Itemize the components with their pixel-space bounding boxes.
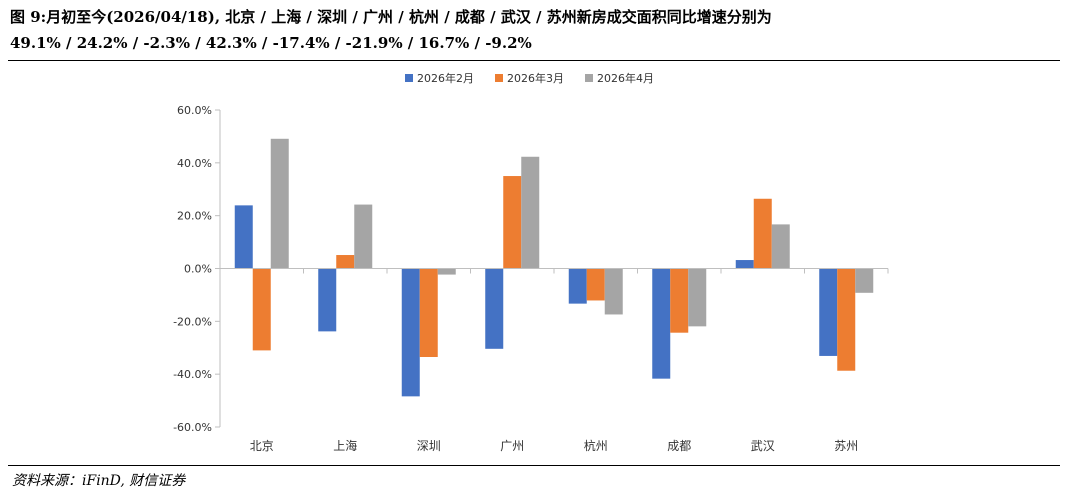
bar	[336, 255, 355, 269]
bar	[354, 204, 373, 269]
bar	[252, 268, 271, 351]
chart-title: 图 9:月初至今(2026/04/18), 北京 / 上海 / 深圳 / 广州 …	[10, 4, 1060, 56]
bar	[652, 268, 671, 379]
bar	[688, 268, 707, 327]
legend-label: 2026年3月	[507, 71, 564, 85]
y-tick-label: -40.0%	[173, 368, 212, 381]
source-note: 资料来源：iFinD, 财信证券	[12, 473, 186, 489]
top-divider	[8, 60, 1060, 61]
title-line-1: 图 9:月初至今(2026/04/18), 北京 / 上海 / 深圳 / 广州 …	[10, 8, 772, 26]
category-label: 武汉	[751, 439, 775, 453]
y-tick-label: 60.0%	[177, 104, 212, 117]
legend-swatch	[495, 74, 503, 82]
legend-label: 2026年4月	[597, 71, 654, 85]
bar	[401, 268, 420, 397]
y-tick-label: -60.0%	[173, 421, 212, 434]
legend-swatch	[585, 74, 593, 82]
bar	[503, 176, 522, 269]
category-label: 苏州	[834, 439, 858, 453]
category-label: 深圳	[417, 439, 441, 453]
category-label: 杭州	[584, 438, 608, 453]
bar	[586, 268, 605, 301]
y-tick-label: 20.0%	[177, 210, 212, 223]
bar	[419, 268, 438, 357]
bar	[234, 205, 253, 269]
category-label: 成都	[667, 439, 691, 453]
bar	[771, 224, 790, 269]
bar	[318, 268, 337, 332]
category-label: 北京	[250, 439, 274, 453]
bar	[604, 268, 623, 315]
bar	[753, 198, 772, 269]
category-label: 广州	[500, 439, 524, 453]
title-line-2: 49.1% / 24.2% / -2.3% / 42.3% / -17.4% /…	[10, 34, 532, 52]
y-tick-label: 40.0%	[177, 157, 212, 170]
bar	[670, 268, 689, 333]
bar	[837, 268, 856, 371]
bar	[270, 138, 289, 269]
bar	[735, 260, 754, 269]
bottom-divider	[8, 465, 1060, 466]
bar	[819, 268, 838, 356]
bar	[437, 268, 456, 275]
bar	[521, 156, 540, 269]
category-label: 上海	[333, 438, 357, 453]
bar	[485, 268, 504, 349]
y-tick-label: -20.0%	[173, 315, 212, 328]
bar	[568, 268, 587, 304]
bar	[855, 268, 874, 293]
y-tick-label: 0.0%	[184, 263, 212, 276]
legend-swatch	[405, 74, 413, 82]
legend-label: 2026年2月	[417, 71, 474, 85]
